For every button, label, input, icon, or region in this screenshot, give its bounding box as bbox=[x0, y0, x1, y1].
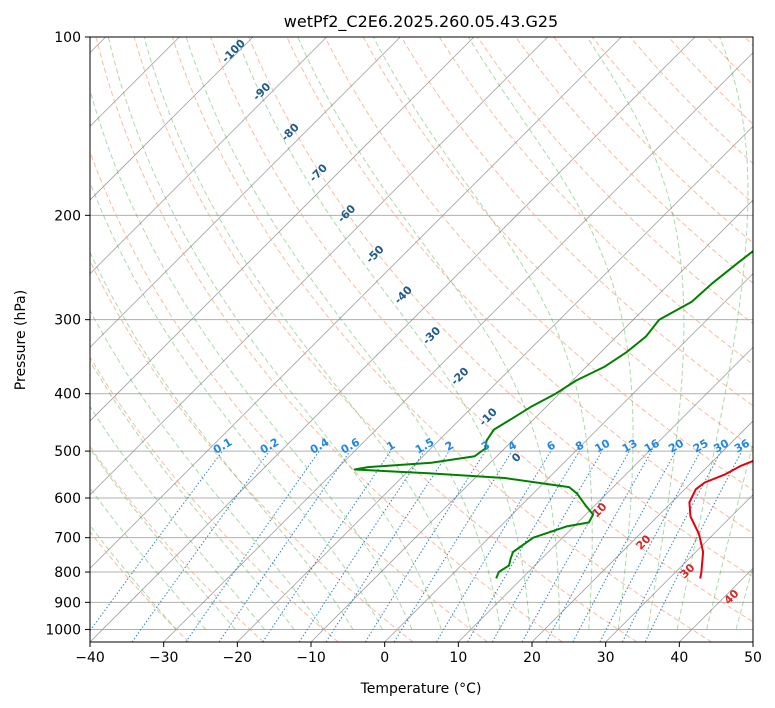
isotherm-line bbox=[531, 420, 753, 642]
mixing-ratio-line bbox=[599, 450, 701, 642]
dry-adiabat-line bbox=[90, 531, 190, 642]
isotherm-line bbox=[90, 37, 548, 496]
dry-adiabat-line bbox=[210, 37, 753, 623]
x-tick-label: 0 bbox=[380, 650, 389, 666]
y-tick-label: 900 bbox=[54, 595, 81, 611]
x-tick-label: −20 bbox=[223, 650, 253, 666]
isotherm-line bbox=[605, 494, 753, 642]
y-tick-label: 700 bbox=[54, 531, 81, 547]
moist-adiabat-line bbox=[372, 37, 593, 630]
mixing-ratio-line bbox=[545, 450, 653, 642]
y-tick-label: 200 bbox=[54, 208, 81, 224]
dry-adiabat-line bbox=[133, 37, 638, 642]
x-axis: −40 −30 −20 −10 0 10 20 30 40 50 bbox=[75, 642, 762, 666]
isotherm-line bbox=[90, 37, 254, 201]
dry-adiabat-line bbox=[400, 37, 753, 407]
dry-adiabat-line bbox=[90, 259, 414, 642]
isotherms bbox=[90, 37, 753, 642]
y-tick-label: 300 bbox=[54, 313, 81, 329]
y-axis-label: Pressure (hPa) bbox=[13, 290, 29, 390]
mixing-ratio-line bbox=[621, 450, 722, 642]
y-tick-label: 800 bbox=[54, 565, 81, 581]
isotherm-line bbox=[90, 37, 696, 642]
moist-adiabat-line bbox=[467, 37, 634, 630]
dry-adiabat-line bbox=[171, 37, 712, 642]
moist-adiabat-line bbox=[90, 447, 236, 630]
y-tick-label: 600 bbox=[54, 491, 81, 507]
moist-adiabat-line bbox=[90, 180, 383, 630]
temperature-profile bbox=[688, 459, 753, 579]
x-tick-label: 50 bbox=[744, 650, 762, 666]
dry-adiabat-line bbox=[248, 37, 753, 578]
mixing-ratio-line bbox=[364, 450, 486, 642]
dry-adiabat-line bbox=[324, 37, 753, 491]
mixing-ratio-line bbox=[131, 450, 270, 642]
moist-adiabat-line bbox=[90, 88, 413, 630]
isotherm-line bbox=[384, 273, 753, 642]
mixing-ratio-line bbox=[393, 450, 513, 642]
isotherm-line bbox=[163, 52, 753, 642]
isotherm-line bbox=[90, 37, 401, 348]
moist-adiabat-line bbox=[676, 37, 749, 630]
x-tick-label: −30 bbox=[149, 650, 179, 666]
mixing-ratio-line bbox=[298, 450, 425, 642]
mixing-ratio-line bbox=[521, 450, 630, 642]
isotherm-line bbox=[458, 346, 753, 642]
moist-adiabat-line bbox=[90, 524, 177, 630]
mixing-ratio-line bbox=[572, 450, 677, 642]
isotherm-line bbox=[90, 37, 327, 275]
moist-adiabat-line bbox=[107, 37, 442, 630]
moist-adiabats bbox=[90, 37, 753, 630]
moist-adiabat-line bbox=[735, 564, 753, 630]
mixing-ratio-line bbox=[644, 450, 743, 642]
pressure-gridlines bbox=[90, 37, 753, 630]
x-tick-label: 40 bbox=[670, 650, 688, 666]
x-tick-label: 20 bbox=[523, 650, 541, 666]
dry-adiabats bbox=[90, 37, 753, 642]
x-tick-label: 10 bbox=[449, 650, 467, 666]
chart-title: wetPf2_C2E6.2025.260.05.43.G25 bbox=[284, 12, 558, 32]
dry-adiabat-line bbox=[95, 37, 563, 642]
plot-frame bbox=[89, 36, 754, 643]
moist-adiabat-line bbox=[143, 37, 472, 630]
y-tick-label: 400 bbox=[54, 387, 81, 403]
dry-adiabat-line bbox=[515, 37, 753, 284]
dry-adiabat-line bbox=[90, 356, 339, 642]
mixing-ratio-line bbox=[218, 450, 351, 642]
x-tick-label: 30 bbox=[597, 650, 615, 666]
moist-adiabat-line bbox=[90, 251, 354, 630]
moist-adiabat-line bbox=[90, 405, 265, 630]
x-tick-label: −10 bbox=[296, 650, 326, 666]
mixing-ratio-line bbox=[185, 450, 320, 642]
mixing-ratio-line bbox=[262, 450, 392, 642]
x-tick-label: −40 bbox=[75, 650, 105, 666]
moist-adiabat-line bbox=[706, 441, 753, 630]
x-axis-label: Temperature (°C) bbox=[360, 681, 482, 697]
plot-area: 0.1 0.2 0.4 0.6 1 1.5 2 3 4 6 8 10 13 16 20 25 30 36-100-… bbox=[90, 37, 753, 642]
y-axis: 100 200 300 400 500 600 700 800 900 1000 bbox=[45, 30, 90, 638]
moist-adiabat-line bbox=[236, 37, 531, 630]
y-tick-label: 100 bbox=[54, 30, 81, 46]
dry-adiabat-line bbox=[438, 37, 753, 366]
y-tick-label: 500 bbox=[54, 444, 81, 460]
dry-adiabat-line bbox=[90, 150, 488, 642]
mixing-ratio-line bbox=[90, 450, 223, 632]
isotherm-line bbox=[237, 125, 753, 642]
dewpoint-profile bbox=[353, 249, 753, 579]
profile-lines bbox=[353, 249, 753, 579]
moist-adiabat-line bbox=[90, 360, 295, 630]
mixing-ratio-line bbox=[435, 450, 552, 642]
moist-adiabat-line bbox=[90, 309, 325, 630]
y-tick-label: 1000 bbox=[45, 622, 81, 638]
mixing-ratio-lines bbox=[90, 450, 743, 642]
isotherm-line bbox=[90, 37, 475, 422]
moist-adiabat-line bbox=[90, 487, 207, 630]
isotherm-line bbox=[90, 37, 622, 569]
mixing-ratio-line bbox=[325, 450, 450, 642]
dry-adiabat-line bbox=[90, 445, 264, 642]
moist-adiabat-line bbox=[586, 37, 685, 630]
moist-adiabat-line bbox=[297, 37, 560, 630]
